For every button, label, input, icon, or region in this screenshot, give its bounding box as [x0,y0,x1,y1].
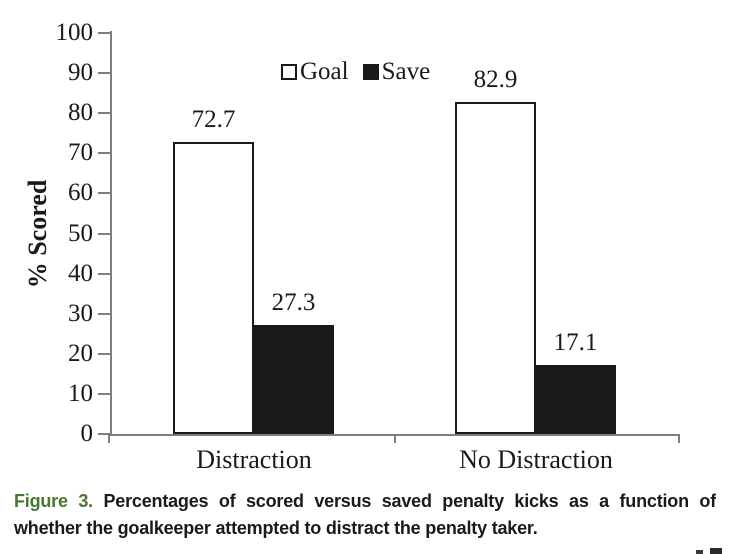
legend-swatch-save-icon [362,63,379,80]
y-tick-label: 40 [68,259,93,287]
y-tick-label: 0 [80,420,94,447]
legend-item-goal: Goal [281,59,349,84]
bar-chart: % Scored 0 10 20 30 40 50 60 70 80 90 100 72.7 27.3… [23,19,680,474]
y-axis-line [110,31,112,436]
figure-caption: Figure 3. Percentages of scored versus s… [14,488,716,542]
x-tick-mark [394,434,396,443]
cropped-glyph-fragment [710,548,722,554]
x-tick-mark [108,434,110,443]
cropped-glyph-fragment [696,550,703,554]
y-tick-mark [98,352,110,355]
y-tick-mark [98,232,110,235]
legend-swatch-goal-icon [281,63,297,80]
bar-goal-no-distraction [455,101,536,434]
y-tick-label: 70 [68,139,93,167]
value-label-save-distraction: 27.3 [271,288,316,316]
y-tick-mark [98,32,110,34]
caption-line-1: Figure 3. Percentages of scored versus s… [14,488,716,515]
y-tick-label: 60 [68,179,93,207]
y-tick-mark [98,272,110,275]
y-tick-mark [98,433,110,435]
y-tick-label: 50 [68,219,93,247]
y-tick-mark [98,192,110,195]
value-label-goal-no-distraction: 82.9 [473,65,518,93]
y-tick-mark [98,152,110,155]
y-tick-label: 20 [68,339,93,367]
y-tick-mark [98,312,110,315]
bar-save-distraction [253,324,334,434]
value-label-goal-distraction: 72.7 [191,106,236,134]
y-tick-mark [98,392,110,395]
x-category-label-no-distraction: No Distraction [459,445,613,474]
legend-item-label: Goal [300,58,349,85]
x-tick-mark [678,434,680,443]
y-tick-mark [98,112,110,115]
y-tick-label: 90 [68,59,93,87]
x-category-label-distraction: Distraction [196,445,312,474]
cropped-page-fragment [696,548,726,554]
value-label-save-no-distraction: 17.1 [553,329,598,357]
bar-save-no-distraction [535,365,616,434]
y-tick-label: 10 [68,379,93,407]
legend-item-save: Save [362,58,431,85]
legend-item-label: Save [381,58,431,85]
y-tick-mark [98,72,110,75]
y-tick-label: 100 [55,19,94,46]
y-tick-label: 30 [68,299,93,327]
y-tick-label: 80 [68,99,93,127]
figure-label: Figure 3. [14,491,93,511]
chart-legend: Goal Save [281,59,430,84]
bar-goal-distraction [173,142,254,434]
caption-text-line2: whether the goalkeeper attempted to dist… [14,518,538,538]
caption-text-line1: Percentages of scored versus saved penal… [103,491,716,511]
